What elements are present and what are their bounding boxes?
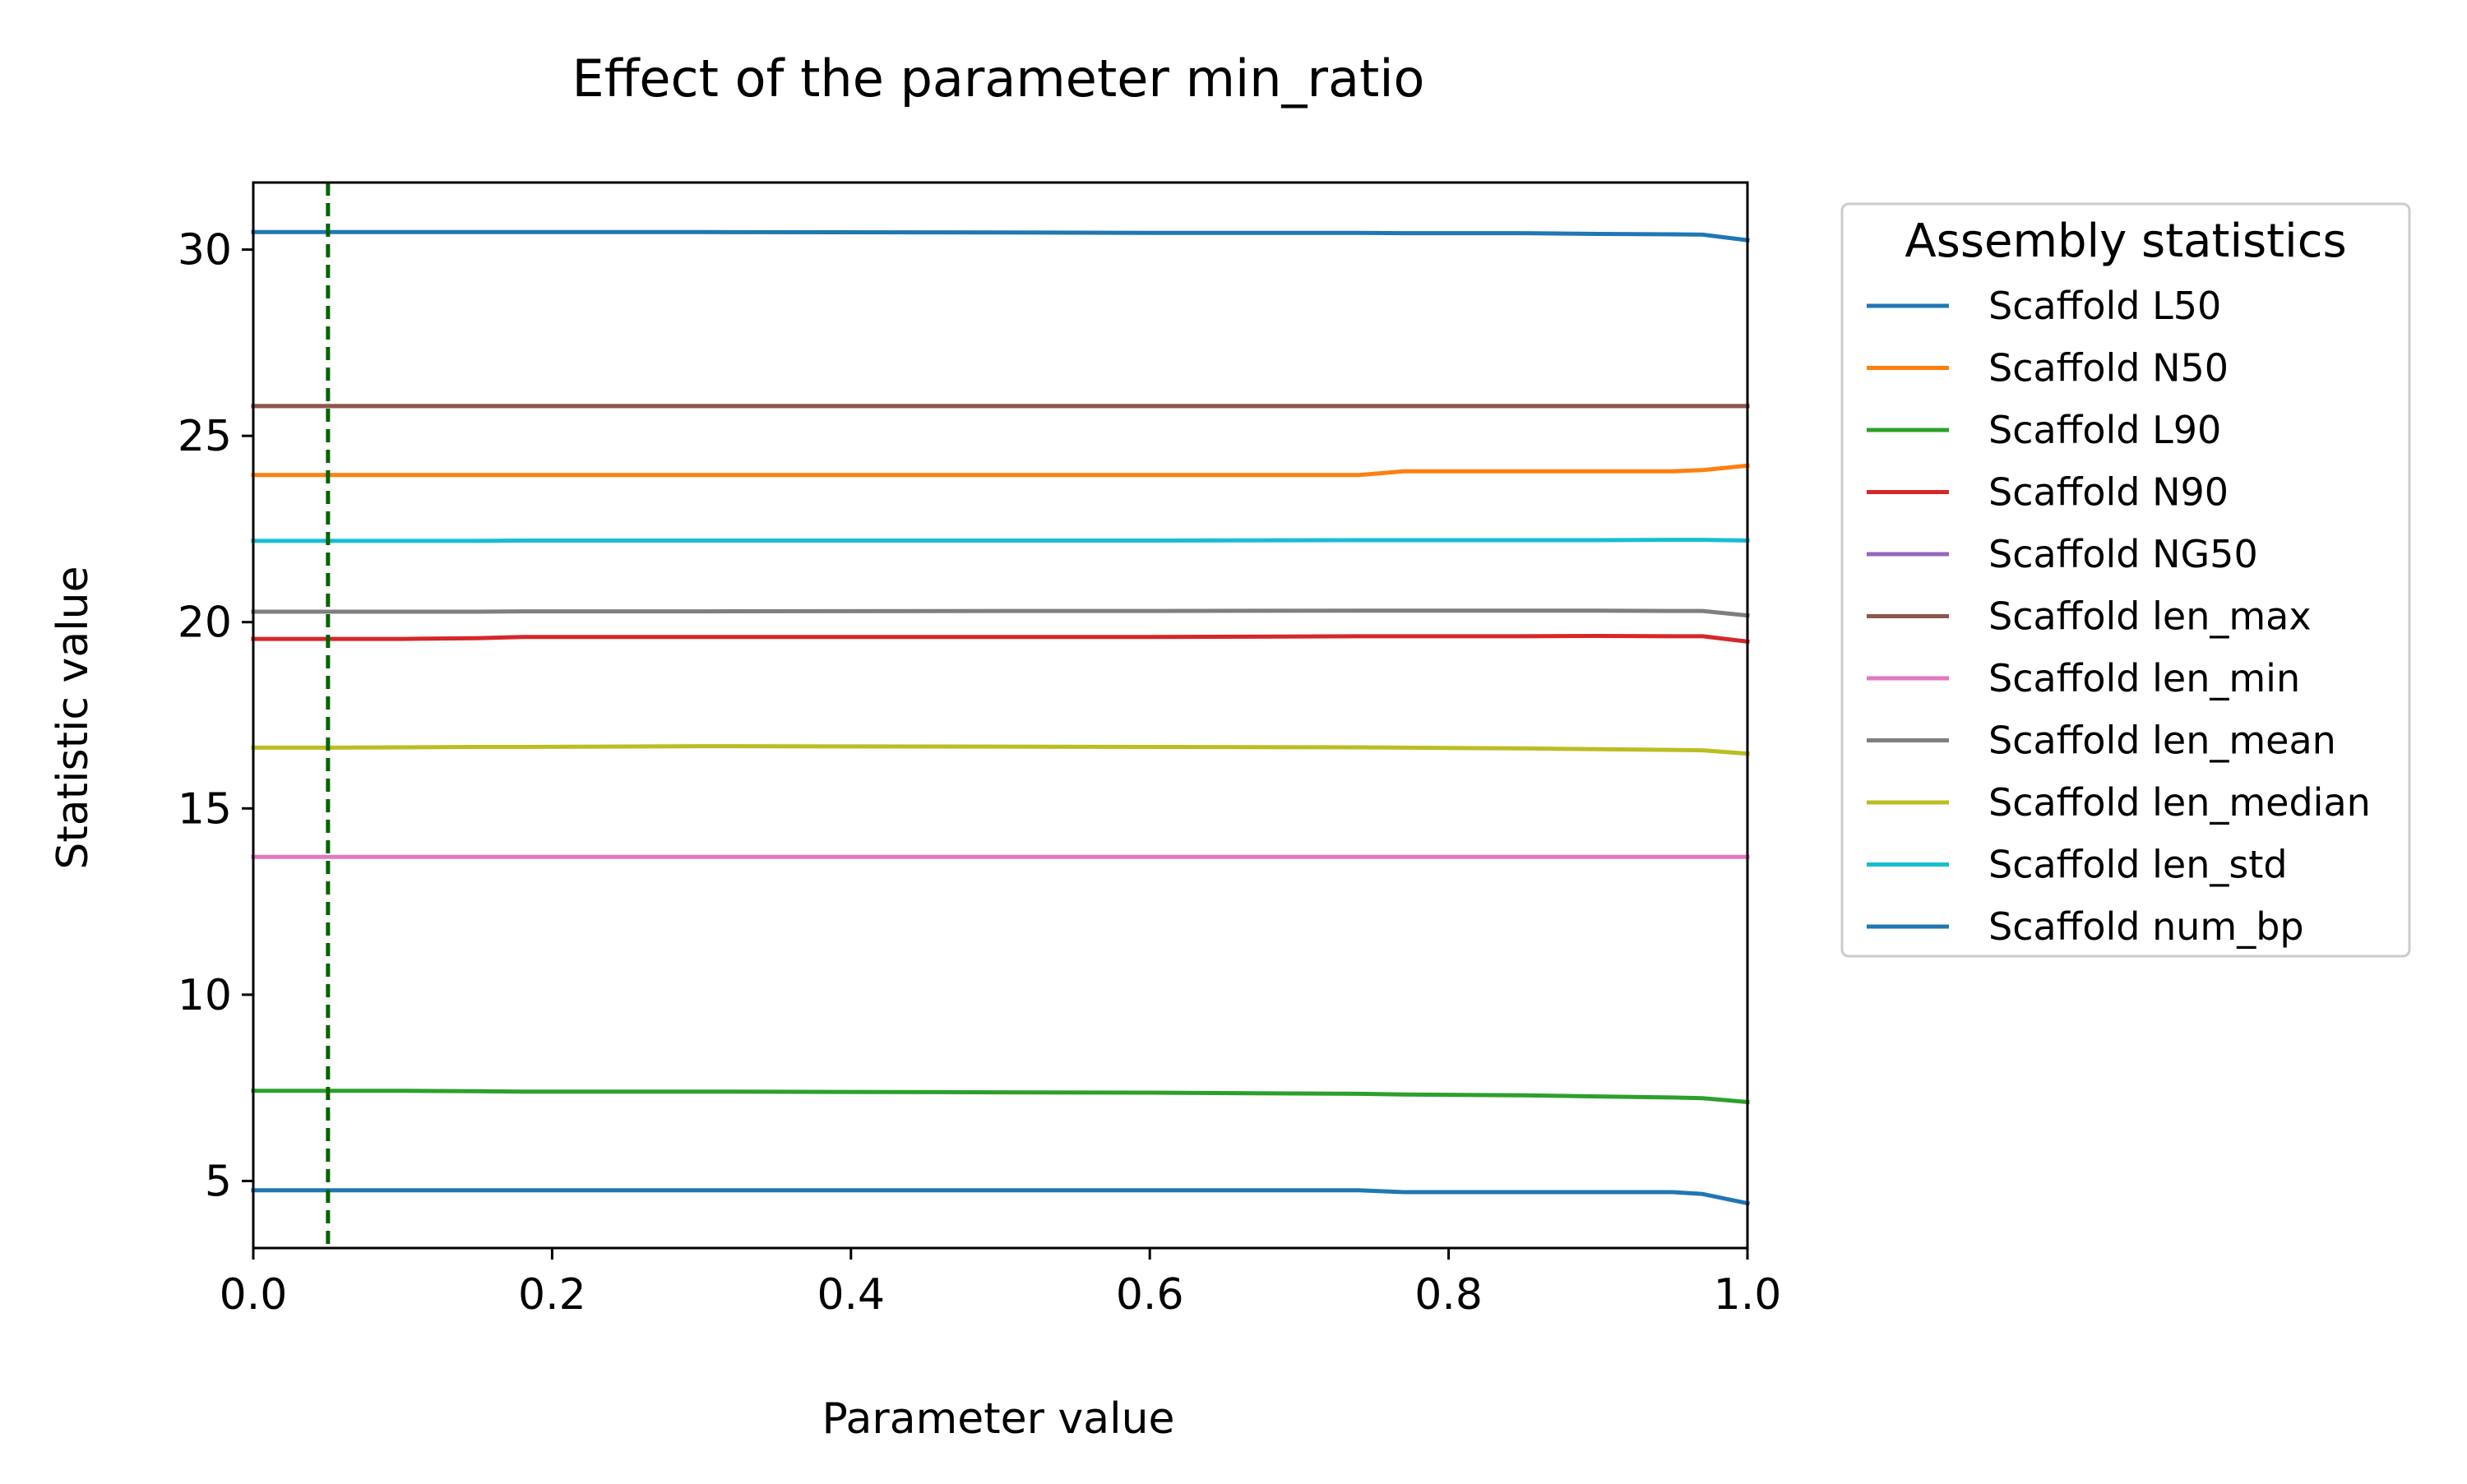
x-tick-label: 0.4 — [817, 1270, 885, 1320]
x-axis-label: Parameter value — [822, 1394, 1174, 1444]
x-tick-label: 0.6 — [1116, 1270, 1184, 1320]
series-line-2 — [251, 1089, 1750, 1105]
legend-label: Scaffold len_max — [1988, 594, 2312, 639]
legend-label: Scaffold len_min — [1988, 656, 2300, 700]
legend-frame — [1840, 202, 2411, 958]
x-axis: 0.0 0.2 0.4 0.6 0.8 1.0 — [220, 1248, 1782, 1320]
x-tick-label: 0.0 — [220, 1270, 288, 1320]
x-tick-label: 1.0 — [1714, 1270, 1782, 1320]
y-tick-label: 20 — [178, 599, 232, 648]
y-tick-label: 30 — [178, 226, 232, 275]
legend-label: Scaffold N90 — [1988, 470, 2229, 515]
y-tick-label: 25 — [178, 412, 232, 461]
series-line-10 — [251, 229, 1750, 243]
y-tick-label: 5 — [205, 1157, 232, 1206]
plot-frame — [252, 181, 1749, 1250]
series-line-1 — [251, 463, 1750, 478]
legend: Assembly statistics Scaffold L50Scaffold… — [1840, 202, 2411, 958]
legend-items: Scaffold L50 Scaffold N50 Scaffold L90 Scaf… — [1867, 284, 2371, 949]
legend-label: Scaffold NG50 — [1988, 532, 2258, 576]
series-line-0 — [251, 1188, 1750, 1206]
series-line-9 — [251, 538, 1750, 543]
plot-area — [251, 181, 1750, 1250]
series-line-7 — [251, 608, 1750, 618]
x-tick-label: 0.2 — [518, 1270, 586, 1320]
legend-label: Scaffold num_bp — [1988, 904, 2304, 949]
x-tick-label: 0.8 — [1414, 1270, 1483, 1320]
legend-label: Scaffold len_mean — [1988, 719, 2336, 763]
series-line-8 — [251, 744, 1750, 756]
legend-title: Assembly statistics — [1905, 215, 2346, 268]
y-axis-label: Statistic value — [49, 566, 98, 869]
legend-label: Scaffold len_std — [1988, 843, 2288, 887]
y-tick-label: 15 — [178, 784, 232, 834]
series-line-3 — [251, 634, 1750, 645]
chart-title: Effect of the parameter min_ratio — [572, 49, 1425, 109]
legend-label: Scaffold L50 — [1988, 284, 2221, 328]
legend-label: Scaffold L90 — [1988, 408, 2221, 452]
legend-label: Scaffold N50 — [1988, 346, 2229, 391]
y-axis: 5 10 15 20 25 30 — [178, 226, 253, 1206]
series-lines — [251, 229, 1750, 1206]
legend-label: Scaffold len_median — [1988, 780, 2371, 825]
y-tick-label: 10 — [178, 971, 232, 1020]
